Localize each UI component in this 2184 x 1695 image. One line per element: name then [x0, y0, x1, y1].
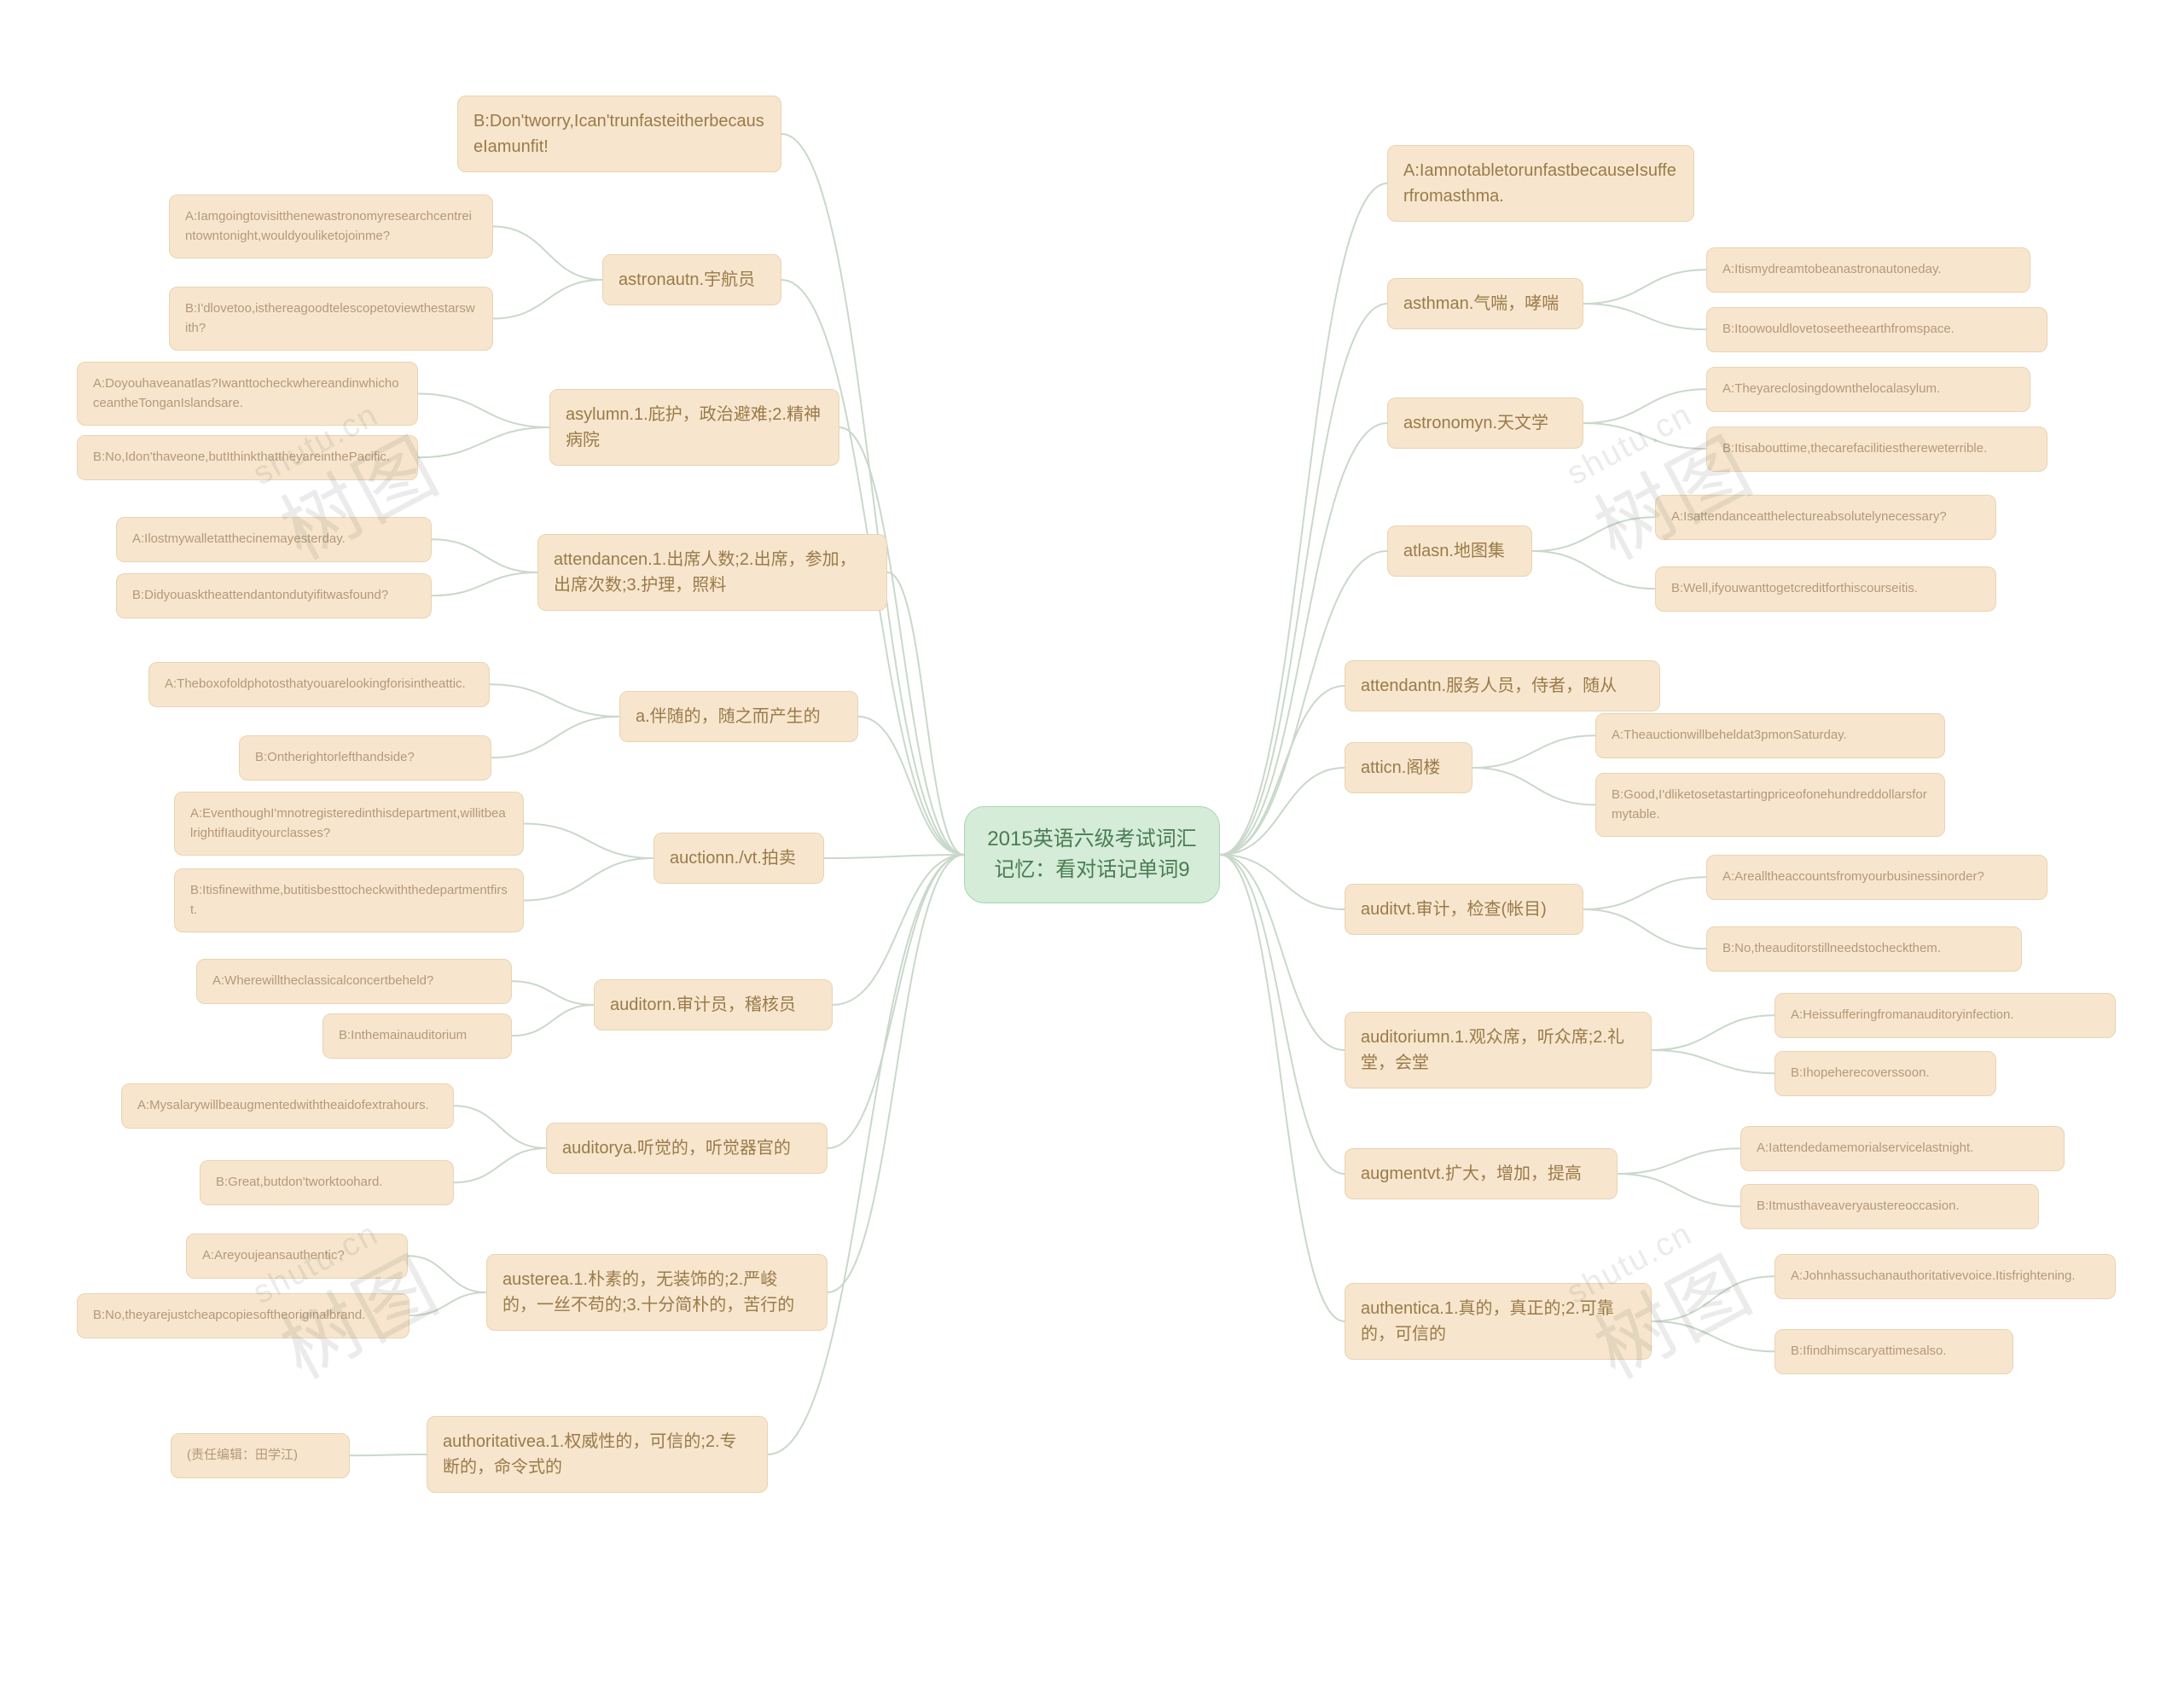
leaf-right-8-0: A:Iattendedamemorialservicelastnight.: [1740, 1126, 2065, 1171]
branch-left-4: a.伴随的，随之而产生的: [619, 691, 858, 742]
branch-right-9: authentica.1.真的，真正的;2.可靠的，可信的: [1345, 1283, 1652, 1360]
branch-right-5: atticn.阁楼: [1345, 742, 1472, 793]
branch-left-1: astronautn.宇航员: [602, 254, 781, 305]
leaf-left-3-1: B:Didyouasktheattendantondutyifitwasfoun…: [116, 573, 432, 618]
branch-left-0: B:Don'tworry,Ican'trunfasteitherbecauseI…: [457, 96, 781, 172]
leaf-left-9-0: (责任编辑：田学江): [171, 1433, 350, 1478]
leaf-right-7-0: A:Heissufferingfromanauditoryinfection.: [1774, 993, 2116, 1038]
leaf-left-8-1: B:No,theyarejustcheapcopiesoftheoriginal…: [77, 1293, 410, 1338]
branch-right-0: A:IamnotabletorunfastbecauseIsufferfroma…: [1387, 145, 1694, 222]
branch-left-6: auditorn.审计员，稽核员: [594, 979, 833, 1030]
leaf-left-4-0: A:Theboxofoldphotosthatyouarelookingfori…: [148, 662, 490, 707]
leaf-left-8-0: A:Areyoujeansauthentic?: [186, 1234, 408, 1279]
leaf-left-3-0: A:Ilostmywalletatthecinemayesterday.: [116, 517, 432, 562]
leaf-right-1-1: B:Itoowouldlovetoseetheearthfromspace.: [1706, 307, 2048, 352]
branch-right-1: asthman.气喘，哮喘: [1387, 278, 1583, 329]
branch-left-8: austerea.1.朴素的，无装饰的;2.严峻的，一丝不苟的;3.十分简朴的，…: [486, 1254, 828, 1331]
leaf-left-5-1: B:Itisfinewithme,butitisbesttocheckwitht…: [174, 868, 524, 932]
leaf-right-2-0: A:Theyareclosingdownthelocalasylum.: [1706, 367, 2030, 412]
leaf-right-5-0: A:Theauctionwillbeheldat3pmonSaturday.: [1595, 713, 1945, 758]
leaf-left-6-0: A:Wherewilltheclassicalconcertbeheld?: [196, 959, 512, 1004]
branch-left-3: attendancen.1.出席人数;2.出席，参加，出席次数;3.护理，照料: [537, 534, 887, 611]
leaf-left-7-1: B:Great,butdon'tworktoohard.: [200, 1160, 454, 1205]
leaf-left-2-0: A:Doyouhaveanatlas?Iwanttocheckwhereandi…: [77, 362, 418, 426]
leaf-right-2-1: B:Itisabouttime,thecarefacilitiestherewe…: [1706, 427, 2048, 472]
leaf-left-2-1: B:No,Idon'thaveone,butIthinkthattheyarei…: [77, 435, 418, 480]
leaf-right-7-1: B:Ihopeherecoverssoon.: [1774, 1051, 1996, 1096]
leaf-right-5-1: B:Good,I'dliketosetastartingpriceofonehu…: [1595, 773, 1945, 837]
watermark-2: shutu.cn树图: [1561, 384, 1770, 581]
leaf-right-6-0: A:Arealltheaccountsfromyourbusinessinord…: [1706, 855, 2048, 900]
leaf-right-6-1: B:No,theauditorstillneedstocheckthem.: [1706, 926, 2022, 972]
branch-left-9: authoritativea.1.权威性的，可信的;2.专断的，命令式的: [427, 1416, 768, 1493]
branch-left-2: asylumn.1.庇护，政治避难;2.精神病院: [549, 389, 839, 466]
leaf-left-5-0: A:EventhoughI'mnotregisteredinthisdepart…: [174, 792, 524, 856]
branch-right-3: atlasn.地图集: [1387, 525, 1532, 577]
leaf-left-7-0: A:Mysalarywillbeaugmentedwiththeaidofext…: [121, 1083, 454, 1129]
leaf-left-1-0: A:Iamgoingtovisitthenewastronomyresearch…: [169, 194, 493, 258]
leaf-right-8-1: B:Itmusthaveaveryaustereoccasion.: [1740, 1184, 2039, 1229]
leaf-right-3-1: B:Well,ifyouwanttogetcreditforthiscourse…: [1655, 566, 1996, 612]
leaf-left-6-1: B:Inthemainauditorium: [322, 1013, 512, 1059]
leaf-right-1-0: A:Itismydreamtobeanastronautoneday.: [1706, 247, 2030, 293]
leaf-left-4-1: B:Ontherightorlefthandside?: [239, 735, 491, 781]
leaf-left-1-1: B:I'dlovetoo,isthereagoodtelescopetoview…: [169, 287, 493, 351]
branch-right-4: attendantn.服务人员，侍者，随从: [1345, 660, 1660, 711]
branch-right-2: astronomyn.天文学: [1387, 398, 1583, 449]
branch-right-6: auditvt.审计，检查(帐目): [1345, 884, 1583, 935]
center-node: 2015英语六级考试词汇记忆：看对话记单词9: [964, 806, 1220, 903]
leaf-right-9-0: A:Johnhassuchanauthoritativevoice.Itisfr…: [1774, 1254, 2116, 1299]
leaf-right-9-1: B:Ifindhimscaryattimesalso.: [1774, 1329, 2013, 1374]
branch-right-7: auditoriumn.1.观众席，听众席;2.礼堂，会堂: [1345, 1012, 1652, 1088]
leaf-right-3-0: A:Isattendanceatthelectureabsolutelynece…: [1655, 495, 1996, 540]
branch-right-8: augmentvt.扩大，增加，提高: [1345, 1148, 1618, 1199]
branch-left-5: auctionn./vt.拍卖: [653, 833, 824, 884]
branch-left-7: auditorya.听觉的，听觉器官的: [546, 1123, 828, 1174]
